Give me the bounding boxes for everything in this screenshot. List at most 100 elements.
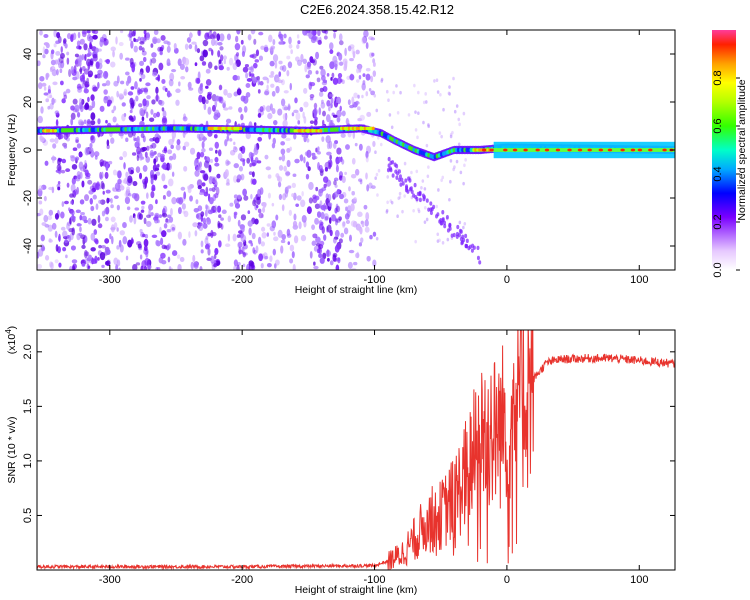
heatmap-noise-mark [37, 115, 43, 124]
heatmap-noise-mark [205, 78, 212, 86]
heatmap-noise-mark [207, 106, 212, 115]
heatmap-noise-mark [426, 174, 430, 179]
heatmap-noise-mark [233, 212, 237, 219]
heatmap-noise-mark [341, 175, 346, 184]
heatmap-peak-mark [481, 148, 487, 152]
heatmap-noise-mark [168, 162, 172, 171]
heatmap-noise-mark [74, 156, 80, 161]
heatmap-noise-mark [61, 158, 67, 164]
heatmap-noise-mark [335, 158, 339, 167]
heatmap-noise-mark [235, 35, 239, 43]
heatmap-noise-mark [146, 100, 150, 106]
heatmap-noise-mark [241, 45, 247, 54]
heatmap-noise-mark [457, 117, 461, 122]
heatmap-noise-mark [228, 106, 233, 110]
heatmap-noise-mark [233, 163, 240, 169]
heatmap-branch-mark [435, 214, 439, 219]
heatmap-noise-mark [54, 230, 58, 238]
heatmap-noise-mark [369, 234, 373, 240]
heatmap-noise-mark [143, 245, 148, 252]
heatmap-noise-mark [50, 59, 56, 66]
snr-x-tick-label: -300 [99, 574, 121, 586]
heatmap-noise-mark [289, 244, 295, 252]
heatmap-noise-mark [349, 57, 354, 62]
heatmap-noise-mark [255, 204, 259, 209]
heatmap-noise-mark [114, 182, 121, 191]
heatmap-noise-mark [246, 264, 250, 270]
heatmap-noise-mark [125, 255, 129, 261]
heatmap-noise-mark [53, 30, 57, 38]
heatmap-noise-mark [126, 206, 131, 211]
heatmap-steady-core [493, 148, 675, 152]
heatmap-noise-mark [197, 185, 202, 190]
heatmap-noise-mark [365, 67, 371, 72]
heatmap-noise-mark [303, 101, 309, 108]
heatmap-noise-mark [316, 151, 321, 155]
heatmap-noise-mark [334, 207, 338, 214]
heatmap-noise-mark [427, 123, 430, 127]
heatmap-noise-mark [249, 162, 252, 168]
heatmap-noise-mark [89, 198, 93, 205]
heatmap-noise-mark [152, 112, 158, 119]
heatmap-noise-mark [216, 205, 222, 213]
heatmap-noise-mark [38, 200, 43, 205]
heatmap-noise-mark [332, 114, 338, 118]
heatmap-noise-mark [44, 160, 49, 166]
heatmap-noise-mark [226, 160, 231, 165]
heatmap-noise-mark [321, 187, 327, 192]
heatmap-noise-mark [51, 222, 57, 230]
heatmap-noise-mark [247, 210, 251, 215]
heatmap-noise-mark [110, 216, 116, 223]
heatmap-noise-mark [300, 53, 304, 63]
heatmap-noise-mark [266, 262, 272, 268]
heatmap-noise-mark [258, 212, 264, 219]
heatmap-noise-mark [150, 190, 155, 199]
heatmap-noise-mark [161, 107, 165, 112]
heatmap-noise-mark [386, 200, 389, 205]
heatmap-noise-mark [422, 120, 425, 125]
heatmap-noise-mark [280, 148, 286, 155]
heatmap-x-tick-label: 100 [630, 274, 648, 286]
heatmap-noise-mark [332, 142, 337, 149]
heatmap-noise-mark [55, 50, 61, 56]
heatmap-noise-mark [332, 77, 339, 85]
heatmap-noise-mark [116, 245, 120, 250]
heatmap-noise-mark [163, 184, 168, 189]
heatmap-noise-mark [436, 232, 440, 237]
heatmap-noise-mark [78, 45, 82, 50]
heatmap-noise-mark [167, 149, 173, 155]
heatmap-noise-mark [257, 136, 263, 142]
heatmap-noise-mark [337, 73, 343, 79]
heatmap-noise-mark [358, 242, 363, 247]
heatmap-noise-mark [119, 230, 125, 236]
heatmap-noise-mark [166, 229, 172, 233]
heatmap-noise-mark [142, 37, 147, 42]
heatmap-noise-mark [97, 118, 101, 125]
heatmap-noise-mark [219, 33, 225, 42]
heatmap-noise-mark [293, 213, 297, 221]
heatmap-noise-mark [119, 244, 124, 253]
heatmap-noise-mark [280, 98, 286, 107]
heatmap-noise-mark [214, 162, 220, 167]
heatmap-noise-mark [365, 73, 371, 81]
colorbar-ticks: 0.0 0.2 0.4 0.6 0.8 [712, 70, 740, 278]
heatmap-noise-mark [423, 205, 427, 210]
heatmap-branch-mark [407, 176, 411, 181]
heatmap-noise-mark [84, 102, 90, 110]
heatmap-noise-mark [83, 250, 88, 259]
heatmap-noise-mark [287, 185, 292, 189]
heatmap-noise-mark [70, 210, 76, 216]
heatmap-noise-mark [76, 223, 82, 227]
heatmap-noise-mark [87, 265, 91, 269]
heatmap-noise-mark [87, 217, 92, 225]
heatmap-noise-mark [219, 54, 224, 62]
heatmap-noise-mark [199, 191, 204, 196]
heatmap-noise-mark [275, 85, 280, 94]
heatmap-noise-mark [81, 244, 86, 250]
heatmap-noise-mark [179, 63, 185, 70]
heatmap-branch-mark [445, 215, 449, 220]
heatmap-noise-mark [116, 227, 119, 232]
heatmap-noise-mark [119, 156, 124, 161]
heatmap-noise-mark [304, 64, 308, 73]
heatmap-noise-mark [65, 254, 68, 259]
